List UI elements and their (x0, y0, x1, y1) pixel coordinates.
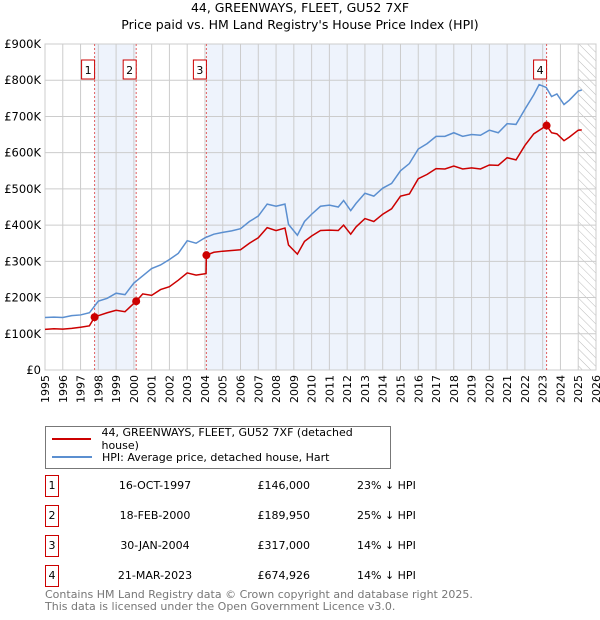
x-tick-label: 2013 (359, 375, 372, 403)
sale-row: 1 16-OCT-1997 £146,000 23% ↓ HPI (45, 475, 465, 497)
sale-marker-badge: 2 (45, 505, 59, 527)
forecast-hatch (578, 44, 596, 370)
plot-border (44, 43, 597, 371)
legend-label: HPI: Average price, detached house, Hart (102, 450, 330, 464)
chart-subtitle: Price paid vs. HM Land Registry's House … (121, 17, 479, 32)
y-tick-label: £100K (4, 327, 41, 341)
shaded-period (206, 44, 547, 370)
legend-item-property: 44, GREENWAYS, FLEET, GU52 7XF (detached… (52, 426, 390, 452)
sale-row: 4 21-MAR-2023 £674,926 14% ↓ HPI (45, 565, 465, 587)
y-tick-label: £0 (26, 363, 41, 377)
hpi-line (44, 83, 582, 319)
x-tick-label: 2026 (590, 375, 600, 403)
sale-date: 16-OCT-1997 (118, 479, 192, 492)
x-tick-label: 2012 (341, 375, 354, 403)
y-tick-label: £300K (4, 254, 41, 268)
x-tick-label: 1997 (75, 375, 88, 403)
sale-marker-box (192, 59, 207, 80)
legend: 44, GREENWAYS, FLEET, GU52 7XF (detached… (45, 426, 391, 469)
legend-swatch-red (52, 438, 92, 440)
x-tick-label: 2023 (537, 375, 550, 403)
x-tick-label: 1998 (92, 375, 105, 403)
legend-swatch-blue (52, 456, 92, 458)
sale-point (132, 297, 141, 306)
x-tick-label: 2022 (519, 375, 532, 403)
x-tick-label: 2019 (466, 375, 479, 403)
shaded-period (94, 44, 137, 370)
x-tick-label: 2018 (448, 375, 461, 403)
sale-date: 21-MAR-2023 (117, 569, 193, 582)
sale-marker-box (81, 59, 96, 80)
x-tick-label: 2024 (554, 375, 567, 403)
sale-row: 3 30-JAN-2004 £317,000 14% ↓ HPI (45, 535, 465, 557)
sale-marker-label: 2 (126, 64, 133, 77)
x-tick-label: 2003 (181, 375, 194, 403)
sale-hpi-diff: 25% ↓ HPI (357, 509, 416, 522)
y-tick-label: £800K (4, 73, 41, 87)
sale-row: 2 18-FEB-2000 £189,950 25% ↓ HPI (45, 505, 465, 527)
x-tick-label: 2020 (483, 375, 496, 403)
x-tick-label: 2001 (146, 375, 159, 403)
sale-date: 30-JAN-2004 (120, 539, 190, 552)
x-tick-label: 2002 (163, 375, 176, 403)
sale-price: £189,950 (257, 509, 311, 522)
sale-marker-label: 3 (196, 64, 203, 77)
x-tick-label: 2011 (323, 375, 336, 403)
x-tick-label: 2017 (430, 375, 443, 403)
sale-marker-label: 4 (537, 64, 544, 77)
sale-marker-badge: 4 (45, 565, 59, 587)
x-tick-label: 2008 (270, 375, 283, 403)
sale-hpi-diff: 23% ↓ HPI (357, 479, 416, 492)
x-tick-label: 2006 (235, 375, 248, 403)
footer-line: Contains HM Land Registry data © Crown c… (45, 588, 473, 601)
x-tick-label: 1995 (39, 375, 52, 403)
x-tick-label: 2000 (128, 375, 141, 403)
sale-point (542, 121, 551, 130)
x-tick-label: 2015 (394, 375, 407, 403)
y-tick-label: £500K (4, 182, 41, 196)
y-tick-label: £600K (4, 146, 41, 160)
x-tick-label: 2004 (199, 375, 212, 403)
x-tick-label: 2025 (572, 375, 585, 403)
sale-marker-label: 1 (85, 64, 92, 77)
footer: Contains HM Land Registry data © Crown c… (45, 589, 473, 612)
footer-line: This data is licensed under the Open Gov… (45, 599, 396, 613)
sale-date: 18-FEB-2000 (119, 509, 191, 522)
sale-point (202, 251, 211, 260)
y-tick-label: £700K (4, 109, 41, 123)
x-tick-label: 2014 (377, 375, 390, 403)
sale-hpi-diff: 14% ↓ HPI (357, 539, 416, 552)
x-tick-label: 2007 (252, 375, 265, 403)
plot-area: 1995 1996 1997 1998 1999 2000 2001 2002 2003 2004… (4, 37, 600, 403)
chart-title: 44, GREENWAYS, FLEET, GU52 7XF (190, 0, 410, 15)
legend-item-hpi: HPI: Average price, detached house, Hart (52, 449, 329, 465)
x-tick-label: 2016 (412, 375, 425, 403)
y-tick-label: £900K (4, 37, 41, 51)
x-tick-label: 1999 (110, 375, 123, 403)
x-tick-label: 2005 (217, 375, 230, 403)
x-tick-label: 1996 (57, 375, 70, 403)
sale-marker-badge: 1 (45, 475, 59, 497)
x-tick-label: 2010 (306, 375, 319, 403)
y-tick-label: £400K (4, 218, 41, 232)
x-tick-label: 2009 (288, 375, 301, 403)
y-tick-label: £200K (4, 291, 41, 305)
sale-marker-badge: 3 (45, 535, 59, 557)
x-tick-label: 2021 (501, 375, 514, 403)
legend-label: 44, GREENWAYS, FLEET, GU52 7XF (detached… (101, 426, 353, 452)
sale-hpi-diff: 14% ↓ HPI (357, 569, 416, 582)
sale-price: £674,926 (257, 569, 311, 582)
sale-marker-box (533, 59, 548, 80)
sale-point (90, 313, 99, 322)
sale-price: £146,000 (257, 479, 311, 492)
sale-marker-box (122, 59, 137, 80)
sale-price: £317,000 (257, 539, 311, 552)
